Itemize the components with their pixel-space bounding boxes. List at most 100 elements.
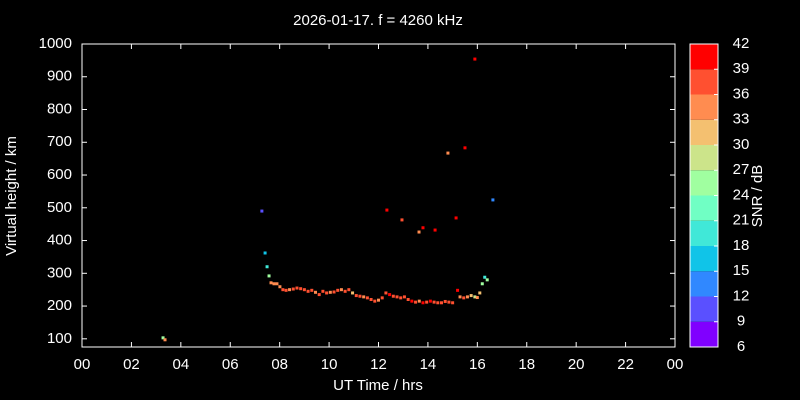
colorbar-band [690, 296, 718, 322]
data-point [362, 295, 366, 299]
colorbar-tick-label: 21 [733, 212, 750, 229]
data-point [388, 293, 392, 297]
data-point [447, 300, 451, 304]
y-tick-label: 400 [47, 232, 72, 249]
data-point [395, 295, 399, 299]
data-point [473, 57, 477, 61]
data-point [343, 289, 347, 293]
colorbar-label: SNR / dB [749, 165, 766, 228]
y-axis-label: Virtual height / km [3, 136, 20, 256]
y-tick-label: 600 [47, 166, 72, 183]
data-point [310, 288, 314, 292]
colorbar-band [690, 246, 718, 272]
colorbar-tick-label: 18 [733, 237, 750, 254]
data-point [336, 288, 340, 292]
data-point [281, 288, 285, 292]
x-tick-label: 02 [123, 356, 140, 373]
x-tick-label: 00 [74, 356, 91, 373]
data-point [400, 218, 404, 222]
data-point [161, 336, 165, 340]
y-tick-label: 500 [47, 199, 72, 216]
data-point [272, 282, 276, 286]
x-tick-label: 14 [420, 356, 437, 373]
x-tick-label: 12 [370, 356, 387, 373]
y-tick-label: 200 [47, 297, 72, 314]
data-point [321, 289, 325, 293]
colorbar-tick-label: 36 [733, 85, 750, 102]
data-point [440, 301, 444, 305]
colorbar-tick-label: 27 [733, 161, 750, 178]
y-tick-label: 1000 [39, 35, 72, 52]
data-point [358, 294, 362, 298]
data-point [325, 291, 329, 295]
data-point [278, 285, 282, 289]
data-point [313, 290, 317, 294]
x-tick-label: 18 [518, 356, 535, 373]
colorbar-band [690, 145, 718, 171]
colorbar-band [690, 69, 718, 95]
data-point [339, 288, 343, 292]
colorbar-tick-label: 42 [733, 35, 750, 52]
data-point [428, 299, 432, 303]
data-point [432, 300, 436, 304]
data-point [485, 278, 489, 282]
y-tick-label: 700 [47, 133, 72, 150]
data-point [451, 301, 455, 305]
data-point [417, 230, 421, 234]
data-point [475, 296, 479, 300]
data-point [306, 289, 310, 293]
data-point [163, 338, 167, 342]
data-point [384, 291, 388, 295]
x-tick-label: 08 [271, 356, 288, 373]
colorbar-band [690, 94, 718, 120]
data-point [414, 300, 418, 304]
x-axis-label: UT Time / hrs [333, 377, 423, 394]
x-tick-label: 16 [469, 356, 486, 373]
data-point [263, 251, 267, 255]
colorbar-tick-label: 6 [737, 338, 745, 355]
data-point [483, 275, 487, 279]
data-point [385, 208, 389, 212]
data-point [267, 274, 271, 278]
data-point [369, 298, 373, 302]
data-point [365, 296, 369, 300]
data-point [351, 291, 355, 295]
colorbar-tick-label: 15 [733, 262, 750, 279]
data-point [377, 298, 380, 302]
data-point [463, 146, 467, 150]
data-point [446, 151, 450, 155]
data-point [269, 281, 273, 285]
data-point [473, 295, 477, 299]
data-point [421, 301, 425, 305]
data-point [462, 296, 466, 300]
x-tick-label: 06 [222, 356, 239, 373]
data-point [436, 301, 440, 305]
data-point [491, 198, 495, 202]
data-point [260, 209, 264, 213]
data-point [402, 295, 406, 299]
data-point [299, 287, 303, 291]
colorbar-tick-label: 39 [733, 60, 750, 77]
data-point [478, 291, 482, 295]
y-tick-label: 100 [47, 330, 72, 347]
colorbar-tick-label: 12 [733, 287, 750, 304]
colorbar-band [690, 119, 718, 145]
data-point [391, 294, 395, 298]
data-point [332, 290, 336, 294]
data-point [456, 288, 460, 292]
colorbar-band [690, 44, 718, 70]
data-point [469, 294, 473, 298]
x-tick-label: 10 [321, 356, 338, 373]
data-point [454, 216, 458, 220]
data-point [399, 296, 403, 300]
data-point [288, 288, 292, 292]
chart-title: 2026-01-17. f = 4260 kHz [293, 12, 463, 29]
data-point [354, 294, 358, 298]
colorbar-tick-label: 9 [737, 313, 745, 330]
data-point [465, 295, 469, 299]
x-tick-label: 22 [617, 356, 634, 373]
colorbar-tick-label: 30 [733, 136, 750, 153]
x-tick-label: 04 [172, 356, 189, 373]
data-point [425, 300, 429, 304]
